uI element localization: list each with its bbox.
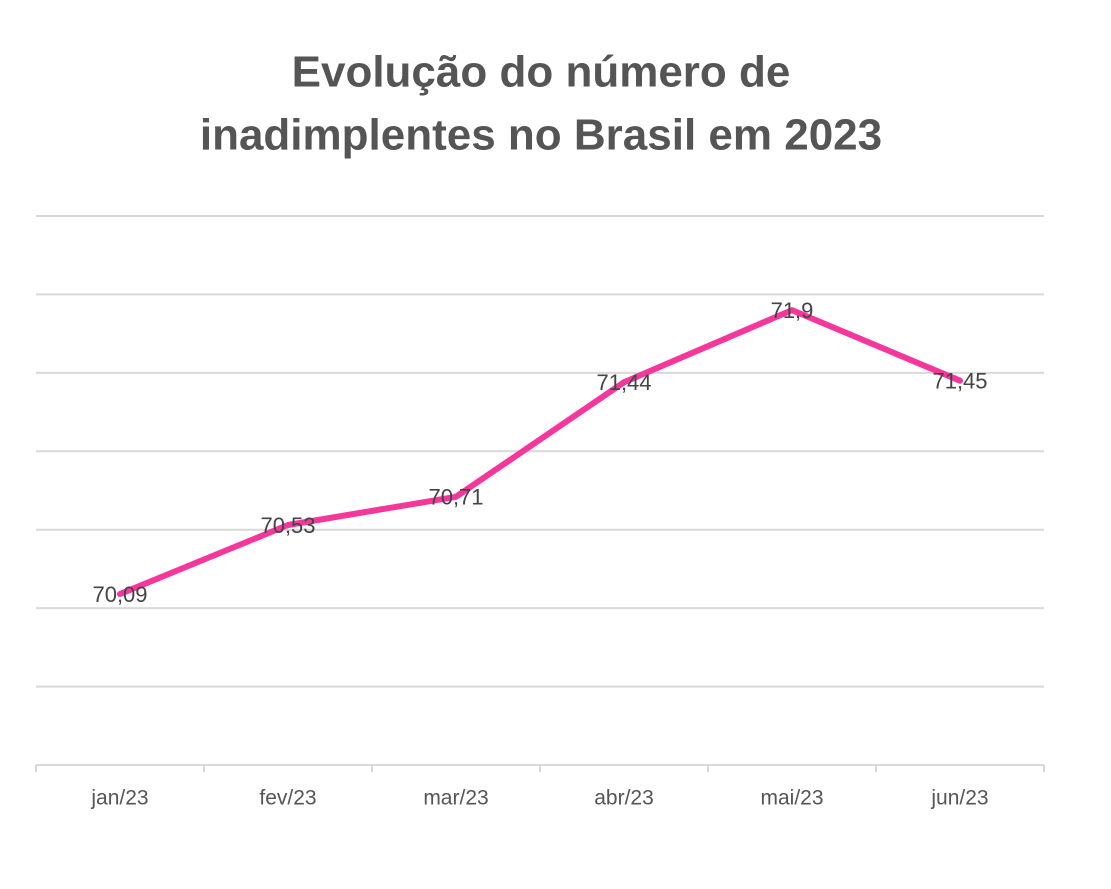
data-label: 71,9 xyxy=(771,298,814,323)
x-tick-label: mai/23 xyxy=(760,787,823,810)
x-tick-label: jun/23 xyxy=(930,787,988,810)
data-label: 70,09 xyxy=(92,582,147,607)
data-label: 70,71 xyxy=(428,485,483,510)
data-label: 71,44 xyxy=(596,370,651,395)
chart-title: inadimplentes no Brasil em 2023 xyxy=(200,111,882,160)
x-tick-label: jan/23 xyxy=(90,787,148,810)
x-tick-label: mar/23 xyxy=(423,787,488,810)
x-tick-label: abr/23 xyxy=(594,787,654,810)
data-label: 71,45 xyxy=(932,369,987,394)
line xyxy=(117,307,963,598)
x-tick-label: fev/23 xyxy=(259,787,316,810)
data-label: 70,53 xyxy=(260,513,315,538)
chart-title: Evolução do número de xyxy=(292,48,791,97)
